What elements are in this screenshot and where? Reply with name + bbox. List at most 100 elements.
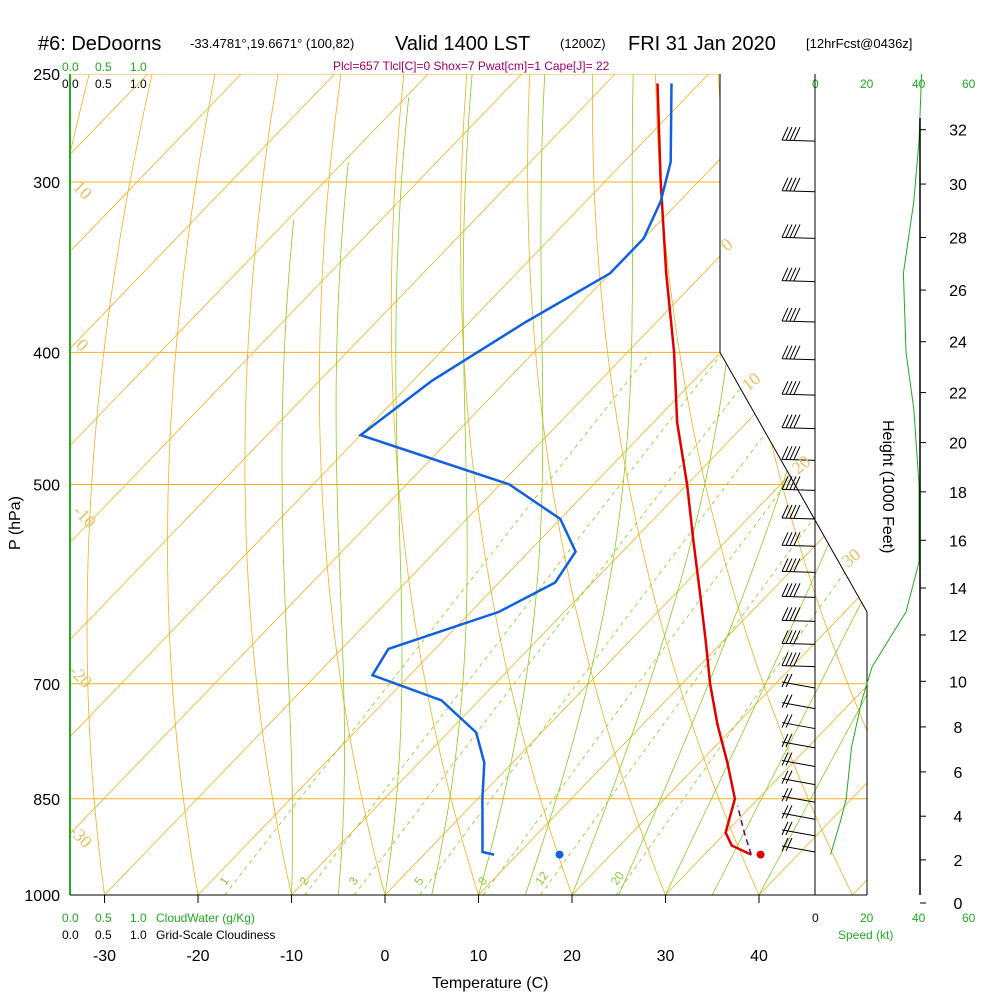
wind-barb-flag — [793, 504, 801, 519]
station-title: #6: DeDoorns — [38, 33, 161, 55]
wind-barb-flag — [789, 630, 797, 644]
wind-barb-flag — [781, 177, 789, 191]
wind-barb-flag — [789, 446, 797, 460]
wind-barb-flag — [793, 126, 801, 141]
wind-barb-flag — [781, 821, 789, 836]
moist-adiabat — [335, 161, 349, 895]
wind-barb-flag — [785, 177, 793, 191]
valid-time: Valid 1400 LST — [395, 33, 530, 55]
speed-bottom-40: 40 — [912, 911, 926, 925]
wind-barb — [781, 517, 816, 520]
wind-barb-flag — [789, 224, 797, 238]
wind-barb-flag — [781, 837, 789, 852]
cloudiness-label: Grid-Scale Cloudiness — [156, 928, 275, 942]
wind-barb-flag — [785, 558, 793, 572]
wind-barb-flag — [785, 345, 793, 359]
moist-adiabat — [711, 74, 867, 895]
wind-barb — [781, 665, 816, 668]
dry-adiabat — [592, 74, 773, 895]
wind-barb-flag — [789, 607, 797, 621]
dry-adiabat — [843, 74, 867, 895]
speed-bottom-20: 20 — [860, 911, 874, 925]
moist-adiabat — [524, 74, 634, 895]
zulu-time: (1200Z) — [560, 36, 606, 51]
wind-barb-flag — [781, 267, 789, 281]
speed-bottom-60: 60 — [962, 911, 976, 925]
wind-barb-flag — [785, 414, 793, 428]
wind-barb-flag — [789, 532, 797, 546]
wind-barb — [781, 544, 816, 547]
wind-barb-flag — [789, 126, 797, 141]
dry-adiabat-label-left-2: -10 — [69, 501, 100, 532]
wind-barb-flag — [789, 177, 797, 191]
isotherm — [70, 74, 616, 895]
mixing-ratio-label-8: 8 — [475, 874, 490, 888]
cloudwater-bottom-1: 0.5 — [95, 911, 112, 925]
dry-adiabat — [318, 74, 394, 895]
wind-barb-flag — [781, 446, 789, 460]
dry-adiabat — [390, 74, 489, 895]
wind-barb-flag — [781, 476, 789, 490]
isotherm — [478, 74, 867, 895]
mixing-ratio-line — [224, 352, 651, 895]
wind-barb-flag — [793, 414, 801, 428]
cloudiness-bottom-1: 0.5 — [95, 928, 112, 942]
wind-barb — [781, 393, 816, 396]
x-tick-10: 10 — [470, 948, 488, 965]
wind-barb-flag — [781, 224, 789, 238]
wind-barb-flag — [785, 694, 793, 708]
x-axis-label: Temperature (C) — [432, 975, 548, 992]
wind-barb-flag — [785, 607, 793, 621]
wind-barb-flag — [793, 446, 801, 460]
surface-dewpoint-marker — [555, 850, 564, 859]
mixing-ratio-line — [482, 352, 867, 895]
mixing-ratio-line — [419, 352, 828, 895]
wind-barb-flag — [793, 558, 801, 572]
wind-barb-flag — [785, 380, 793, 395]
height-tick-4: 4 — [954, 809, 963, 826]
wind-barb-flag — [781, 558, 789, 572]
x-tick-0: 0 — [381, 948, 390, 965]
wind-barb-flag — [793, 532, 801, 546]
isotherm — [852, 74, 867, 895]
mixing-ratio-line — [615, 352, 867, 895]
cloudwater-bottom-2: 1.0 — [130, 911, 147, 925]
wind-barb-flag — [789, 476, 797, 490]
speed-top-40: 40 — [912, 77, 926, 91]
wind-barb-flag — [785, 267, 793, 281]
wind-barb-flag — [785, 504, 793, 519]
isotherm — [70, 74, 709, 895]
moist-adiabat — [431, 74, 473, 895]
cloudwater-scale-1: 0.5 — [95, 60, 112, 74]
isotherm — [70, 74, 335, 895]
wind-barb-flag — [785, 752, 793, 766]
forecast-label: [12hrFcst@0436z] — [806, 36, 912, 51]
x-tick--30: -30 — [93, 948, 116, 965]
height-tick-20: 20 — [949, 436, 967, 453]
wind-speed-profile — [830, 73, 923, 855]
wind-barb-flag — [785, 733, 793, 748]
wind-barb-flag — [793, 345, 801, 359]
height-tick-0: 0 — [954, 896, 963, 913]
mixing-ratio-line — [353, 352, 769, 895]
wind-barb — [781, 358, 816, 361]
wind-barb-flag — [793, 224, 801, 238]
pressure-tick-500: 500 — [33, 478, 60, 495]
dry-adiabat — [970, 74, 1000, 924]
wind-barb-flag — [781, 788, 789, 802]
pressure-tick-300: 300 — [33, 175, 60, 192]
wind-barb — [781, 190, 816, 193]
wind-barb-flag — [781, 532, 789, 546]
isotherm — [70, 74, 522, 895]
moist-adiabat — [281, 220, 295, 895]
wind-barb-flag — [785, 837, 793, 852]
height-tick-8: 8 — [954, 720, 963, 737]
wind-barb-flag — [793, 476, 801, 490]
wind-barb-flag — [785, 583, 793, 597]
wind-barb-flag — [793, 307, 801, 322]
wind-barb-flag — [781, 805, 789, 819]
dry-adiabat — [244, 74, 299, 895]
wind-barb — [781, 619, 816, 622]
wind-barb-flag — [789, 504, 797, 519]
